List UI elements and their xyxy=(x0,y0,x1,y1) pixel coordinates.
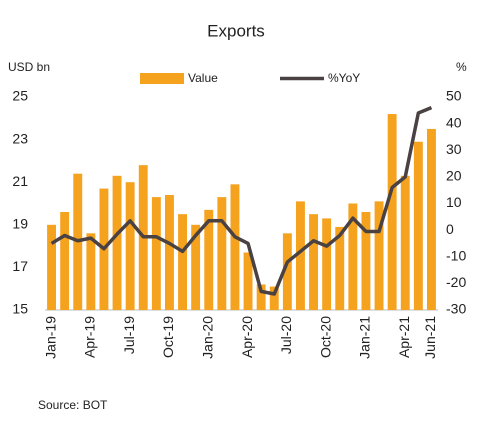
bar xyxy=(295,201,305,310)
x-tick-label: Oct-20 xyxy=(317,316,333,358)
y2-tick-label: 10 xyxy=(446,194,462,210)
y2-axis-label: % xyxy=(456,60,467,74)
bar xyxy=(151,197,161,310)
bar xyxy=(400,175,410,310)
x-tick-label: Jan-19 xyxy=(42,316,58,359)
bar xyxy=(361,212,371,310)
bar xyxy=(243,252,253,310)
line xyxy=(50,106,433,296)
x-tick-label: Oct-19 xyxy=(160,316,176,358)
bar xyxy=(413,141,423,310)
bar xyxy=(426,128,436,310)
bar xyxy=(178,214,188,310)
bar xyxy=(348,203,358,310)
y2-tick-label: 40 xyxy=(446,114,462,130)
y-tick-label: 21 xyxy=(12,173,28,189)
x-tick-label: Apr-19 xyxy=(82,316,98,358)
y-tick-label: 15 xyxy=(12,301,28,317)
legend-label: Value xyxy=(188,71,218,85)
x-tick-label: Jul-19 xyxy=(121,316,137,354)
bar xyxy=(387,114,397,310)
legend-swatch xyxy=(140,73,184,84)
y2-tick-label: 30 xyxy=(446,141,462,157)
bar xyxy=(112,175,122,310)
y-tick-label: 17 xyxy=(12,258,28,274)
y-axis-label: USD bn xyxy=(8,60,50,74)
bar xyxy=(282,233,292,310)
y2-tick-label: 0 xyxy=(446,221,454,237)
bar xyxy=(86,233,96,310)
bar xyxy=(309,214,319,310)
legend-label: %YoY xyxy=(328,71,360,85)
y2-tick-label: 50 xyxy=(446,88,462,104)
bar xyxy=(335,226,345,310)
bar xyxy=(374,201,384,310)
bar xyxy=(256,284,266,310)
x-tick-label: Jul-20 xyxy=(278,316,294,354)
bar xyxy=(322,218,332,310)
bar xyxy=(217,197,227,310)
bar xyxy=(269,286,279,310)
chart-title: Exports xyxy=(207,21,265,40)
y2-tick-label: -30 xyxy=(446,301,466,317)
x-tick-label: Jan-20 xyxy=(199,316,215,359)
bar xyxy=(204,209,214,310)
source: Source: BOT xyxy=(38,398,108,412)
y-tick-label: 25 xyxy=(12,88,28,104)
x-tick-label: Apr-20 xyxy=(239,316,255,358)
bar xyxy=(164,194,174,310)
y2-tick-label: -20 xyxy=(446,274,466,290)
y-tick-label: 23 xyxy=(12,130,28,146)
bar xyxy=(191,224,201,310)
bar xyxy=(230,184,240,310)
x-tick-label: Jan-21 xyxy=(357,316,373,359)
bar xyxy=(125,182,135,310)
y-tick-label: 19 xyxy=(12,216,28,232)
bar xyxy=(60,212,70,310)
x-tick-label: Jun-21 xyxy=(422,316,438,359)
y2-tick-label: -10 xyxy=(446,247,466,263)
x-tick-label: Apr-21 xyxy=(396,316,412,358)
bar xyxy=(47,224,57,310)
y2-tick-label: 20 xyxy=(446,168,462,184)
